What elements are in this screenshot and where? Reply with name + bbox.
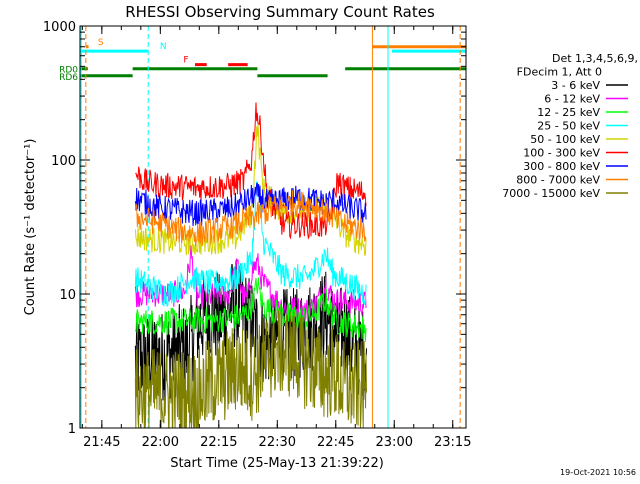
series-line-800-7000-kev [134, 190, 367, 247]
legend-label-300-800-kev: 300 - 800 keV [523, 160, 600, 173]
series-layer [134, 102, 367, 429]
flag-label-n: N [160, 42, 167, 52]
x-tick-label-23-00: 23:00 [376, 435, 413, 450]
legend-label-100-300-kev: 100 - 300 keV [523, 147, 600, 160]
marker-layer [80, 26, 461, 428]
flag-label-f: F [183, 56, 188, 66]
x-tick-label-22-45: 22:45 [317, 435, 354, 450]
legend-label-800-7000-kev: 800 - 7000 keV [516, 174, 600, 187]
footer-stamp: 19-Oct-2021 10:56 [560, 468, 636, 477]
legend-header-2: FDecim 1, Att 0 [517, 66, 602, 79]
x-tick-label-21-45: 21:45 [83, 435, 120, 450]
x-tick-label-22-15: 22:15 [200, 435, 237, 450]
x-tick-label-23-15: 23:15 [434, 435, 471, 450]
flag-label-rd6: RD6 [59, 73, 78, 83]
legend-label-7000-15000-kev: 7000 - 15000 keV [502, 187, 600, 200]
y-tick-label-100: 100 [51, 154, 76, 169]
y-tick-label-1: 1 [68, 422, 76, 437]
legend-label-6-12-kev: 6 - 12 keV [544, 93, 600, 106]
flag-label-s: S [98, 38, 104, 48]
y-tick-label-10: 10 [59, 288, 76, 303]
legend-label-50-100-kev: 50 - 100 keV [530, 133, 600, 146]
flag-label-rd0: RD0 [59, 66, 78, 76]
axis-layer: 21:45 22:00 22:15 22:30 22:45 23:00 23:15 1 10 10… [43, 20, 472, 450]
x-tick-label-22-00: 22:00 [142, 435, 179, 450]
y-axis-label: Count Rate (s⁻¹ detector⁻¹) [23, 139, 38, 316]
legend-label-25-50-kev: 25 - 50 keV [537, 120, 600, 133]
legend-label-12-25-kev: 12 - 25 keV [537, 106, 600, 119]
legend: Det 1,3,4,5,6,9,FDecim 1, Att 03 - 6 keV… [502, 52, 638, 200]
plot-frame [79, 25, 467, 429]
y-tick-label-1000: 1000 [43, 20, 76, 35]
x-axis-label: Start Time (25-May-13 21:39:22) [170, 456, 384, 471]
legend-label-3-6-kev: 3 - 6 keV [551, 79, 600, 92]
series-line-12-25-kev [134, 277, 367, 342]
series-line-7000-15000-kev [134, 304, 367, 429]
series-line-25-50-kev [134, 181, 367, 308]
x-tick-label-22-30: 22:30 [259, 435, 296, 450]
series-line-300-800-kev [134, 182, 367, 227]
series-line-6-12-kev [134, 245, 367, 324]
chart-title: RHESSI Observing Summary Count Rates [125, 3, 435, 21]
legend-header-1: Det 1,3,4,5,6,9, [552, 52, 638, 65]
